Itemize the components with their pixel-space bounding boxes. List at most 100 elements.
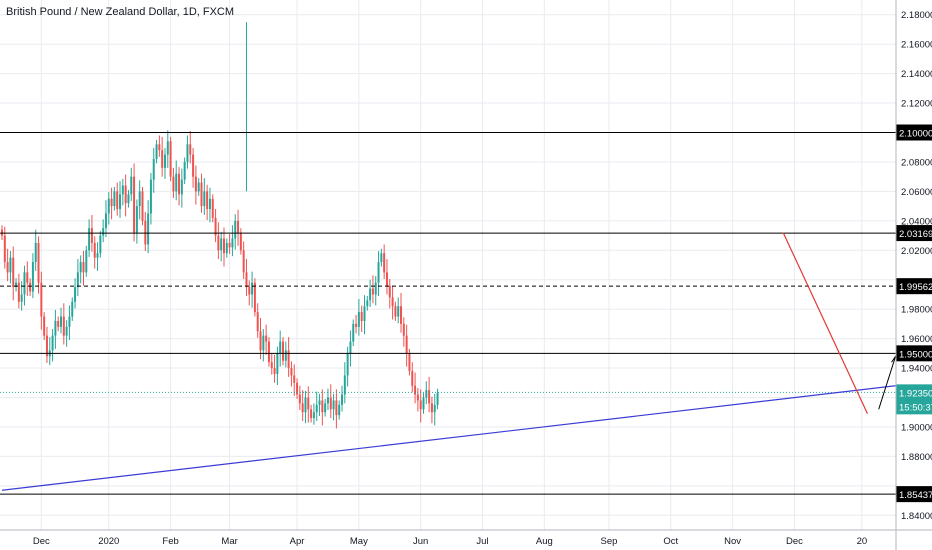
- time-tick-label: Dec: [33, 536, 50, 547]
- candle-body: [394, 306, 397, 317]
- time-tick-label: 2020: [98, 536, 119, 547]
- candle-body: [15, 282, 18, 288]
- candle-body: [422, 397, 425, 410]
- candle-body: [197, 182, 200, 192]
- candle-body: [45, 335, 48, 357]
- candle-body: [408, 353, 411, 371]
- candle-body: [211, 198, 214, 218]
- candle-body: [116, 191, 119, 210]
- candle-body: [225, 242, 228, 254]
- candle-body: [68, 316, 71, 327]
- candle-body: [65, 326, 68, 336]
- candle-body: [130, 176, 133, 195]
- candle-body: [152, 159, 155, 180]
- candle-body: [231, 238, 234, 248]
- candle-body: [60, 316, 63, 327]
- arrow-shaft[interactable]: [878, 356, 897, 410]
- candle-body: [276, 353, 279, 374]
- candle-body: [363, 306, 366, 321]
- candle-body: [127, 194, 130, 204]
- candle-body: [253, 282, 256, 313]
- candle-body: [329, 397, 332, 410]
- candle-body: [301, 403, 304, 413]
- candle-body: [419, 400, 422, 410]
- candle-body: [307, 397, 310, 410]
- candle-body: [416, 394, 419, 401]
- candle-body: [265, 335, 268, 342]
- candle-body: [222, 238, 225, 254]
- candle-body: [335, 400, 338, 416]
- candle-body: [430, 403, 433, 413]
- candle-body: [270, 362, 273, 369]
- price-tick-label: 2.18000: [901, 10, 932, 21]
- time-tick-label: Dec: [786, 536, 803, 547]
- candle-body: [298, 394, 301, 404]
- candle-body: [124, 185, 127, 204]
- candle-body: [3, 235, 6, 263]
- candle-body: [214, 217, 217, 236]
- candle-body: [318, 400, 321, 405]
- candle-body: [284, 350, 287, 361]
- candle-body: [186, 144, 189, 162]
- candle-body: [428, 390, 431, 404]
- ascending-trendline[interactable]: [1, 385, 896, 491]
- candle-body: [262, 335, 265, 351]
- candle-body: [296, 382, 299, 395]
- candle-body: [93, 242, 96, 258]
- price-tick-label: 2.08000: [901, 157, 932, 168]
- candle-body: [377, 262, 380, 283]
- drawn-lines[interactable]: [1, 232, 901, 491]
- candle-body: [149, 179, 152, 214]
- price-tick-label: 2.12000: [901, 99, 932, 110]
- price-axis[interactable]: 2.18000 2.16000 2.14000 2.12000 2.08000 2.060…: [895, 0, 932, 550]
- candle-body: [6, 262, 9, 273]
- candle-body: [172, 176, 175, 192]
- candle-body: [121, 185, 124, 195]
- candle-body: [346, 353, 349, 376]
- time-tick-label: Nov: [724, 536, 741, 547]
- time-tick-label: 20: [857, 536, 868, 547]
- candle-body: [217, 235, 220, 251]
- candle-body: [245, 272, 248, 288]
- candle-body: [433, 404, 436, 413]
- level-price-tag: [896, 124, 932, 141]
- candle-body: [96, 253, 99, 258]
- level-price-label: 1.95000: [899, 349, 932, 360]
- level-price-tag: [896, 345, 932, 362]
- candle-body: [349, 341, 352, 354]
- price-tick-label: 1.84000: [901, 511, 932, 522]
- candle-body: [23, 272, 26, 295]
- candle-body: [161, 150, 164, 168]
- candle-body: [343, 375, 346, 395]
- candle-body: [220, 238, 223, 251]
- candle-body: [102, 228, 105, 236]
- candle-body: [82, 262, 85, 273]
- candle-body: [267, 341, 270, 363]
- candle-body: [310, 409, 313, 419]
- candle-body: [90, 228, 93, 243]
- candle-body: [282, 341, 284, 361]
- candle-body: [405, 335, 408, 354]
- price-tick-label: 2.16000: [901, 40, 932, 51]
- candle-body: [158, 144, 161, 151]
- candle-body: [20, 294, 23, 302]
- candle-body: [133, 176, 136, 233]
- candle-body: [383, 253, 386, 273]
- candle-body: [12, 257, 15, 288]
- descending-trendline[interactable]: [782, 232, 869, 414]
- candle-body: [357, 312, 360, 327]
- time-axis[interactable]: Dec 2020 Feb Mar Apr May Jun Jul Aug Sep Oct Nov Dec…: [0, 529, 932, 547]
- candle-body: [338, 404, 341, 416]
- candle-body: [183, 161, 186, 180]
- candle-body: [324, 403, 327, 413]
- horizontal-levels[interactable]: 2.10000 2.03169 1.99562 1.95000 1.85437 1.923…: [0, 124, 932, 503]
- candle-body: [175, 173, 178, 192]
- candle-body: [239, 232, 242, 251]
- candle-body: [304, 397, 307, 413]
- time-tick-label: Apr: [290, 536, 305, 547]
- candle-body: [332, 400, 335, 410]
- candle-body: [287, 350, 290, 369]
- level-price-label: 1.85437: [899, 490, 932, 501]
- candle-body: [62, 316, 65, 336]
